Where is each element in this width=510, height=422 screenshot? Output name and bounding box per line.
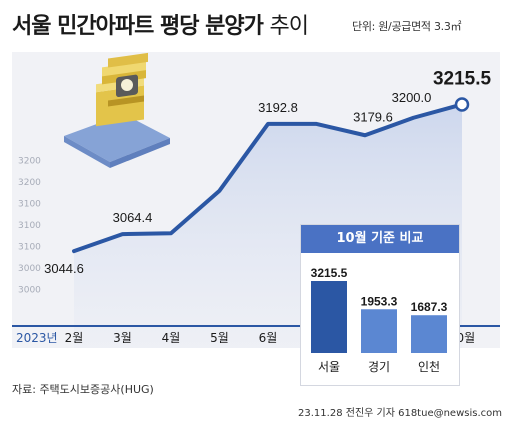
year-label: 2023년 bbox=[16, 331, 58, 345]
y-tick-label: 3200 bbox=[18, 178, 41, 188]
inset-bar bbox=[411, 315, 447, 353]
money-stack-icon bbox=[64, 52, 170, 168]
data-label: 3200.0 bbox=[392, 90, 432, 105]
title-main: 서울 민간아파트 평당 분양가 bbox=[12, 14, 264, 39]
inset-value-label: 1953.3 bbox=[361, 294, 398, 308]
page-title: 서울 민간아파트 평당 분양가 추이 bbox=[12, 8, 309, 40]
inset-bar bbox=[311, 281, 347, 353]
comparison-inset: 10월 기준 비교 3215.5 서울 1953.3 경기 1687.3 인천 bbox=[300, 224, 460, 386]
x-tick-label: 5월 bbox=[210, 331, 229, 345]
y-tick-label: 3000 bbox=[18, 285, 41, 295]
x-tick-label: 6월 bbox=[259, 331, 278, 345]
source-note: 자료: 주택도시보증공사(HUG) bbox=[12, 383, 154, 396]
unit-label: 단위: 원/공급면적 3.3㎡ bbox=[352, 20, 462, 33]
data-label: 3215.5 bbox=[433, 68, 492, 89]
series-line bbox=[72, 102, 464, 254]
data-points bbox=[454, 97, 470, 112]
y-tick-label: 3100 bbox=[18, 200, 41, 210]
x-tick-label: 4월 bbox=[162, 331, 181, 345]
x-tick-label: 2월 bbox=[65, 331, 84, 345]
chart-panel: 3000 3000 3100 3100 3100 3200 3200 3044.6 3064.… bbox=[12, 52, 500, 386]
y-tick-label: 3000 bbox=[18, 264, 41, 274]
data-label: 3044.6 bbox=[44, 261, 84, 276]
y-tick-label: 3100 bbox=[18, 221, 41, 231]
series-polyline bbox=[72, 102, 464, 254]
inset-category-label: 서울 bbox=[318, 360, 340, 374]
data-label: 3192.8 bbox=[258, 100, 298, 115]
end-point-marker bbox=[454, 97, 470, 112]
inset-bar bbox=[361, 309, 397, 353]
x-tick-label: 3월 bbox=[113, 331, 132, 345]
credit-note: 23.11.28 전진우 기자 618tue@newsis.com bbox=[298, 408, 502, 419]
y-axis: 3000 3000 3100 3100 3100 3200 3200 bbox=[18, 157, 41, 296]
inset-value-label: 3215.5 bbox=[311, 266, 348, 280]
y-tick-label: 3200 bbox=[18, 157, 41, 167]
data-label: 3064.4 bbox=[113, 210, 153, 225]
inset-title: 10월 기준 비교 bbox=[301, 225, 459, 253]
inset-category-label: 경기 bbox=[368, 360, 390, 374]
inset-category-label: 인천 bbox=[418, 359, 440, 374]
title-sub: 추이 bbox=[269, 14, 309, 39]
inset-bar-chart: 3215.5 서울 1953.3 경기 1687.3 인천 bbox=[311, 266, 448, 374]
inset-value-label: 1687.3 bbox=[411, 300, 448, 314]
y-tick-label: 3100 bbox=[18, 243, 41, 253]
data-label: 3179.6 bbox=[353, 109, 393, 124]
